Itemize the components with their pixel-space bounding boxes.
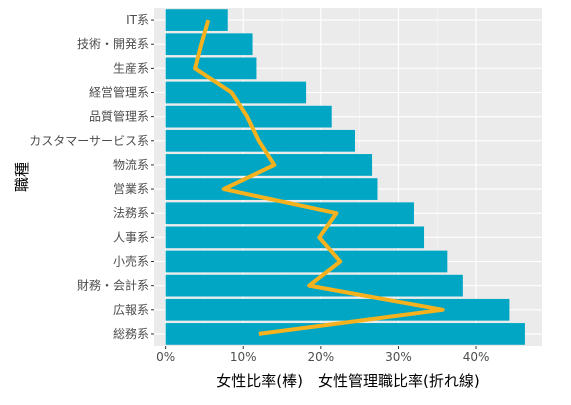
x-tick-label: 40% <box>463 350 490 364</box>
bar-9 <box>165 202 414 225</box>
y-tick-label: 物流系 <box>113 158 149 172</box>
bar-3 <box>165 57 257 80</box>
x-axis-ticks: 0% 10% 20% 30% 40% <box>156 346 489 364</box>
y-tick-label: 総務系 <box>113 327 149 341</box>
y-axis-ticks: IT系技術・開発系生産系経営管理系品質管理系カスタマーサービス系物流系営業系法務… <box>29 13 154 341</box>
y-tick-label: 財務・会計系 <box>77 278 149 293</box>
y-tick-label: 法務系 <box>113 206 149 220</box>
y-tick-label: 営業系 <box>113 182 149 196</box>
x-tick-label: 10% <box>230 350 257 364</box>
bar-13 <box>165 298 510 321</box>
y-tick-label: カスタマーサービス系 <box>29 134 149 148</box>
line-female-manager-ratio <box>193 19 445 336</box>
y-tick-label: 広報系 <box>113 303 149 317</box>
y-axis-title: 職種 <box>13 162 31 192</box>
y-tick-label: 経営管理系 <box>89 85 149 100</box>
bar-7 <box>165 154 373 176</box>
x-tick-label: 0% <box>156 350 175 364</box>
x-tick-label: 20% <box>308 350 335 364</box>
bar-14 <box>165 323 525 345</box>
line-series <box>193 19 445 336</box>
y-tick-label: 小売系 <box>113 254 149 269</box>
y-tick-label: IT系 <box>126 13 149 27</box>
bar-2 <box>165 33 253 56</box>
bar-10 <box>165 226 425 249</box>
x-tick-label: 30% <box>385 350 412 364</box>
y-tick-label: 技術・開発系 <box>77 37 149 51</box>
bar-1 <box>165 9 228 31</box>
y-tick-label: 品質管理系 <box>89 109 149 124</box>
bar-4 <box>165 81 307 104</box>
y-tick-label: 人事系 <box>113 230 149 244</box>
y-tick-label: 生産系 <box>113 60 149 75</box>
x-axis-title: 女性比率(棒) 女性管理職比率(折れ線) <box>216 372 479 390</box>
bar-8 <box>165 178 378 200</box>
bar-11 <box>165 250 448 273</box>
